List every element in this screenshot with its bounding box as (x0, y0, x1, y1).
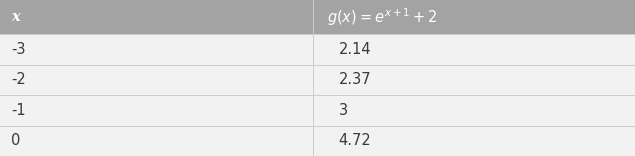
Text: -3: -3 (11, 42, 26, 57)
Text: 2.14: 2.14 (338, 42, 371, 57)
Text: 2.37: 2.37 (338, 72, 371, 87)
Text: -1: -1 (11, 103, 26, 118)
Text: 4.72: 4.72 (338, 133, 371, 148)
Bar (0, 95, 635, 125)
Bar (0, 0, 635, 34)
Text: 3: 3 (338, 103, 347, 118)
Text: -2: -2 (11, 72, 26, 87)
Text: x: x (11, 10, 20, 24)
Bar (0, 65, 635, 95)
Bar (0, 125, 635, 156)
Text: 0: 0 (11, 133, 21, 148)
Bar (0, 34, 635, 65)
Text: $g\left(x\right)=e^{x+1}+2$: $g\left(x\right)=e^{x+1}+2$ (327, 6, 438, 28)
